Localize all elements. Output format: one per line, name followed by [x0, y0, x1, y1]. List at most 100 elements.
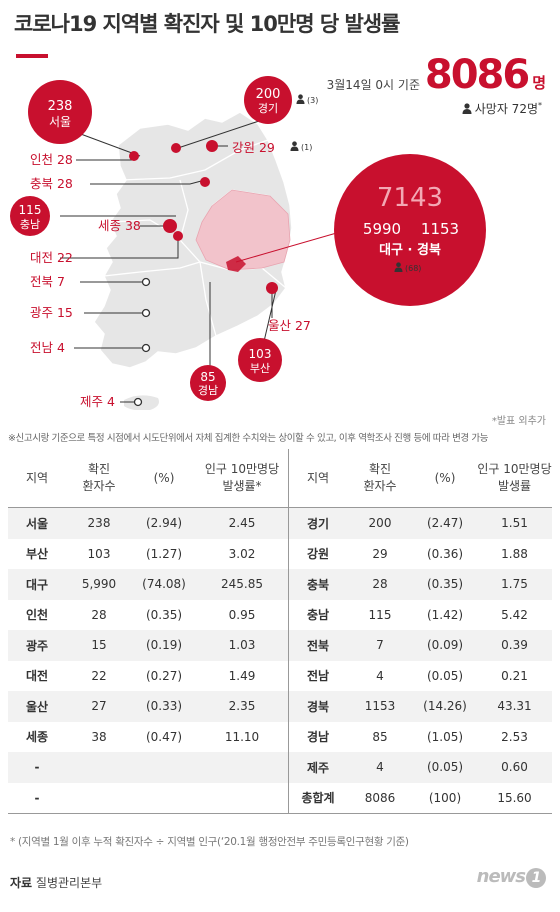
cell-cases: 4	[376, 668, 384, 683]
cell-cases: 238	[66, 507, 132, 539]
source: 자료 질병관리본부	[10, 874, 102, 891]
cell-region: 경북	[288, 691, 347, 722]
cell-rate: 2.35	[196, 691, 289, 722]
cell-pct: (1.27)	[145, 546, 183, 561]
label-seoul-num: 238	[48, 99, 73, 114]
cell-region: 인천	[25, 608, 49, 623]
th-region-left: 지역	[8, 449, 66, 508]
label-gwangju: 광주 15	[30, 305, 73, 320]
table-row: 광주 15 (0.19) 1.03 전북 7 (0.09) 0.39	[8, 630, 552, 661]
cell-cases: 4	[347, 752, 413, 783]
cell-cases: 28	[91, 607, 107, 622]
label-gyeonggi-deaths: (3)	[307, 96, 318, 105]
cell-rate: 1.03	[196, 630, 289, 661]
cell-region: 충남	[288, 599, 347, 630]
cell-region: 대전	[25, 669, 49, 684]
total-unit: 명	[532, 74, 546, 92]
th-rate-right: 인구 10만명당 발생률	[477, 449, 552, 508]
cell-cases	[66, 782, 132, 814]
person-icon	[462, 103, 472, 114]
table-row: 세종 38 (0.47) 11.10 경남 85 (1.05) 2.53	[8, 721, 552, 752]
th-pct-right: (%)	[413, 449, 477, 508]
cell-region: 강원	[288, 538, 347, 569]
region-hollow-dots	[133, 277, 151, 407]
dot-ulsan	[266, 282, 278, 294]
person-icon-gangwon	[290, 141, 299, 151]
bubble-busan	[238, 338, 282, 382]
cell-pct: (1.05)	[426, 729, 464, 744]
cell-cases: 115	[368, 607, 392, 622]
cell-rate	[196, 752, 289, 783]
label-sejong: 세종 38	[98, 218, 141, 233]
th-cases-right: 확진 환자수	[347, 449, 413, 508]
label-ulsan: 울산 27	[268, 318, 311, 333]
cell-rate: 245.85	[196, 569, 289, 600]
cell-pct: (0.35)	[413, 569, 477, 600]
cell-cases: 5,990	[66, 569, 132, 600]
cell-region: 충북	[288, 569, 347, 600]
table-row: - 총합계 8086 (100) 15.60	[8, 782, 552, 814]
table-row: - 제주 4 (0.05) 0.60	[8, 752, 552, 783]
label-gyeongnam-num: 85	[200, 370, 215, 384]
cell-pct: (2.47)	[413, 507, 477, 539]
logo-text: news	[476, 866, 526, 887]
stats-table: 지역 확진 환자수 (%) 인구 10만명당 발생률* 지역 확진 환자수 (%…	[8, 449, 552, 814]
cell-cases: 29	[372, 546, 388, 561]
cell-cases: 22	[91, 668, 107, 683]
footnote: * (지역별 1월 이후 누적 확진자수 ÷ 지역별 인구(‘20.1월 행정안…	[10, 836, 409, 848]
label-gyeonggi-name: 경기	[258, 102, 278, 115]
bubble-labels: 238 서울 200 경기 115 충남 7143 5990 1153 대구 ·…	[19, 87, 460, 397]
table-row: 대전 22 (0.27) 1.49 전남 4 (0.05) 0.21	[8, 660, 552, 691]
label-gyeonggi-num: 200	[256, 87, 281, 102]
label-big-deaths: (68)	[405, 264, 421, 273]
cell-cases: 200	[347, 507, 413, 539]
deaths-mark: *	[538, 101, 542, 110]
total-number: 8086	[424, 52, 530, 98]
cell-pct	[132, 782, 196, 814]
label-chungnam-name: 충남	[20, 218, 40, 231]
cell-pct: (0.36)	[426, 546, 464, 561]
cell-rate: 2.45	[196, 507, 289, 539]
cell-pct: (14.26)	[413, 691, 477, 722]
news1-logo: news 1	[477, 866, 546, 888]
label-daegu-num: 5990	[363, 220, 401, 238]
cell-region: 전북	[288, 630, 347, 661]
table-row: 인천 28 (0.35) 0.95 충남 115 (1.42) 5.42	[8, 599, 552, 630]
cell-pct: (2.94)	[132, 507, 196, 539]
bubble-gyeonggi	[244, 76, 292, 124]
label-incheon: 인천 28	[30, 152, 73, 167]
source-label: 자료	[10, 876, 33, 890]
table-header-row: 지역 확진 환자수 (%) 인구 10만명당 발생률* 지역 확진 환자수 (%…	[8, 449, 552, 508]
cell-region: 경남	[288, 721, 347, 752]
person-icon-gyeonggi	[296, 94, 305, 104]
dot-gyeonggi	[171, 143, 181, 153]
source-text: 질병관리본부	[35, 876, 103, 890]
cell-pct: (1.42)	[426, 607, 464, 622]
cell-pct: (0.27)	[145, 668, 183, 683]
label-seoul-name: 서울	[49, 115, 71, 129]
dot-seoul	[129, 151, 139, 161]
label-jeju: 제주 4	[80, 394, 115, 409]
dot-daejeon	[173, 231, 183, 241]
label-jeonbuk: 전북 7	[30, 274, 65, 289]
label-big-total: 7143	[377, 183, 443, 213]
cell-region: 전남	[288, 660, 347, 691]
cell-pct: (0.33)	[132, 691, 196, 722]
announce-note: *발표 외추가	[491, 416, 546, 427]
cell-pct	[132, 752, 196, 783]
th-cases-left: 확진 환자수	[66, 449, 132, 508]
cell-rate	[196, 782, 289, 814]
cell-region: 서울	[8, 507, 66, 539]
cell-rate: 1.49	[228, 668, 256, 683]
cell-region: 경기	[288, 507, 347, 539]
cell-pct: (0.05)	[426, 668, 464, 683]
cell-pct: (0.47)	[145, 729, 183, 744]
cell-region: 세종	[25, 730, 49, 745]
deaths-count: 사망자 72명*	[462, 100, 542, 117]
table-row: 부산 103 (1.27) 3.02 강원 29 (0.36) 1.88	[8, 538, 552, 569]
label-gyeongbuk-num: 1153	[421, 220, 459, 238]
cell-cases: 8086	[347, 782, 413, 814]
total-cases: 8086 명	[425, 52, 546, 98]
cell-cases: 28	[347, 569, 413, 600]
cell-region: 광주	[8, 630, 66, 661]
